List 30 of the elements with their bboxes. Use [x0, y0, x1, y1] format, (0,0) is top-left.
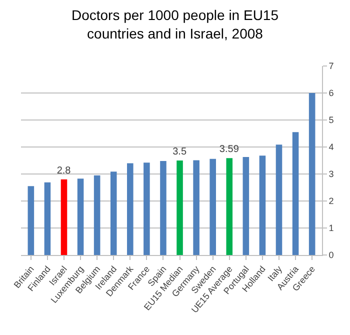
- bar: [60, 179, 68, 255]
- bar: [193, 160, 200, 255]
- bar: [276, 144, 282, 255]
- y-tick-label: 2: [328, 196, 334, 206]
- y-tick-label: 4: [328, 142, 334, 152]
- data-label: 3.59: [219, 144, 240, 156]
- bar: [110, 172, 117, 255]
- bar: [292, 132, 299, 255]
- y-tick-label: 7: [328, 61, 334, 72]
- data-label: 2.8: [56, 165, 72, 176]
- chart-title: Doctors per 1000 people in EU15 countries and in Israel, 2008: [71, 7, 279, 42]
- y-tick-label: 5: [328, 115, 334, 126]
- bar: [259, 156, 266, 255]
- bar: [242, 156, 250, 255]
- bar: [308, 93, 316, 255]
- y-tick-label: 3: [328, 169, 334, 180]
- bar: [144, 162, 150, 255]
- bar: [160, 161, 166, 255]
- data-label: 3.5: [172, 146, 187, 158]
- y-tick-label: 6: [328, 88, 334, 98]
- bar: [77, 178, 84, 255]
- bar: [44, 182, 51, 255]
- bar: [127, 163, 134, 255]
- bar: [94, 175, 100, 255]
- bar: [28, 186, 34, 255]
- bar: [226, 158, 233, 255]
- y-tick-label: 1: [328, 223, 334, 234]
- bar: [210, 158, 216, 255]
- bar: [176, 160, 183, 255]
- y-tick-label: 0: [328, 250, 334, 260]
